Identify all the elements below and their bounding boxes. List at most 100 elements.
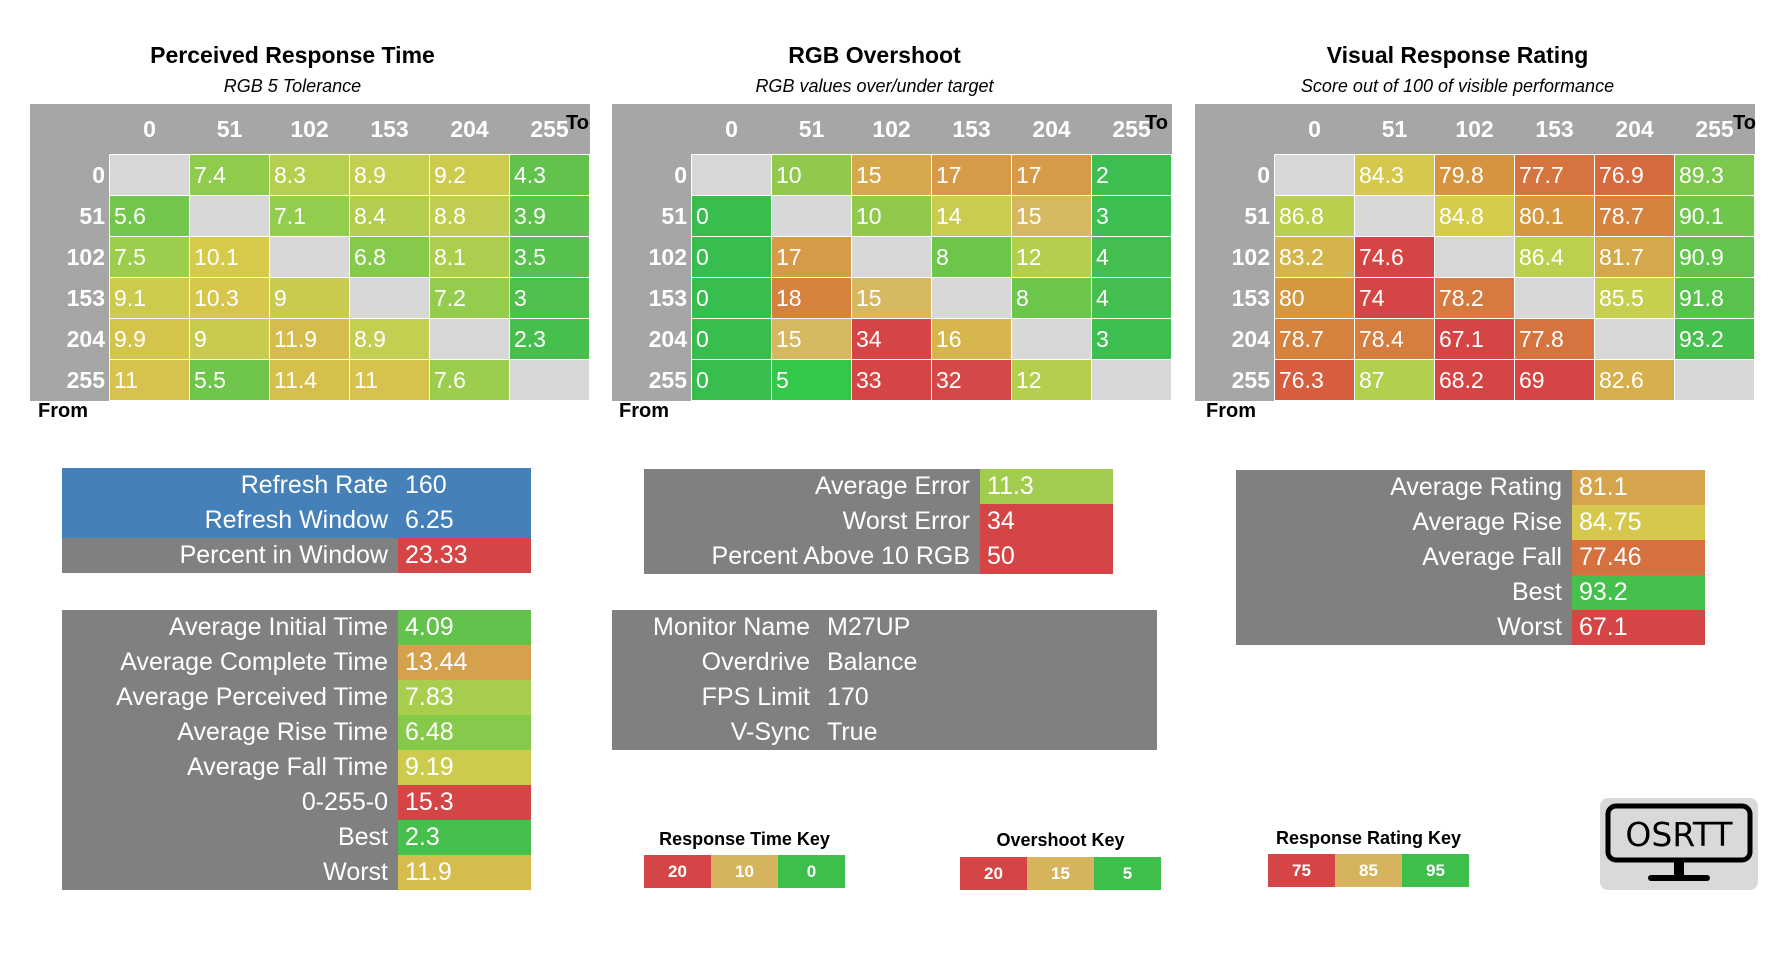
table-cell: 90.9 [1674, 236, 1755, 278]
column-header: 0 [691, 104, 772, 155]
table-cell: 3 [1091, 195, 1172, 237]
table-row: 102 83.2 74.6 86.4 81.7 90.9 [1195, 236, 1755, 278]
stat-label: Best [62, 820, 398, 855]
table-cell: 11 [349, 359, 430, 401]
row-header: 102 [612, 236, 692, 278]
table-row: 204 9.9 9 11.9 8.9 2.3 [30, 318, 590, 360]
key-title: Overshoot Key [996, 830, 1125, 850]
stat-value: 6.25 [398, 503, 531, 538]
row-header: 153 [612, 277, 692, 319]
column-header: 0 [109, 104, 190, 155]
table-cell: 0 [691, 195, 772, 237]
table-cell: 10.3 [189, 277, 270, 319]
table-title-overshoot: RGB Overshoot [788, 42, 961, 68]
column-header: 204 [429, 104, 510, 155]
stat-row: FPS Limit 170 [612, 680, 1157, 715]
table-row: 51 5.6 7.1 8.4 8.8 3.9 [30, 195, 590, 237]
table-cell: 12 [1011, 236, 1092, 278]
table-subtitle-overshoot: RGB values over/under target [755, 76, 994, 96]
ratings-table: Average Rating 81.1 Average Rise 84.75 Avera… [1236, 470, 1705, 645]
stat-row: Worst 67.1 [1236, 610, 1705, 645]
table-row: 51 86.8 84.8 80.1 78.7 90.1 [1195, 195, 1755, 237]
key-swatch: 15 [1027, 857, 1094, 890]
stat-row: 0-255-0 15.3 [62, 785, 531, 820]
response-time-matrix: 0 51 102 153 204 255 0 7.4 8.3 8.9 9.2 4.3 51 5.6 7.1 8… [30, 104, 590, 401]
table-cell: 34 [851, 318, 932, 360]
stat-label: Monitor Name [612, 610, 820, 645]
key-swatch: 85 [1335, 854, 1402, 887]
key-swatch: 20 [644, 855, 711, 888]
table-cell: 74.6 [1354, 236, 1435, 278]
overshoot-key: Overshoot Key 20 15 5 [960, 830, 1161, 890]
table-cell: 3.9 [509, 195, 590, 237]
stat-label: V-Sync [612, 715, 820, 750]
table-cell: 7.1 [269, 195, 350, 237]
row-header: 51 [612, 195, 692, 237]
stat-row: Refresh Rate 160 [62, 468, 531, 503]
stat-row: Worst Error 34 [644, 504, 1113, 539]
table-cell [851, 236, 932, 278]
osrtt-logo: OSRTT [1600, 798, 1758, 890]
corner-cell [1195, 104, 1275, 155]
table-cell: 86.8 [1274, 195, 1355, 237]
stat-label: Average Fall Time [62, 750, 398, 785]
stat-label: Worst [1236, 610, 1572, 645]
table-cell: 77.8 [1514, 318, 1595, 360]
table-cell: 7.5 [109, 236, 190, 278]
stat-value: 7.83 [398, 680, 531, 715]
stat-row: Best 2.3 [62, 820, 531, 855]
axis-to-label: To [1145, 112, 1168, 134]
table-cell: 78.7 [1594, 195, 1675, 237]
table-cell: 84.3 [1354, 154, 1435, 196]
table-cell [349, 277, 430, 319]
stat-label: Percent Above 10 RGB [644, 539, 980, 574]
stat-label: Best [1236, 575, 1572, 610]
stat-value: 160 [398, 468, 531, 503]
stat-value: 67.1 [1572, 610, 1705, 645]
table-cell: 9 [189, 318, 270, 360]
stat-label: Worst Error [644, 504, 980, 539]
axis-from-label: From [1206, 400, 1256, 422]
column-header: 153 [931, 104, 1012, 155]
table-cell: 10 [851, 195, 932, 237]
row-header: 0 [1195, 154, 1275, 196]
stat-row: Overdrive Balance [612, 645, 1157, 680]
table-cell: 8.9 [349, 318, 430, 360]
stat-label: Average Rise Time [62, 715, 398, 750]
key-swatch: 0 [778, 855, 845, 888]
table-cell: 87 [1354, 359, 1435, 401]
stat-label: Average Complete Time [62, 645, 398, 680]
key-title: Response Rating Key [1275, 828, 1462, 848]
table-cell: 11 [109, 359, 190, 401]
stat-row: Average Fall Time 9.19 [62, 750, 531, 785]
times-table: Average Initial Time 4.09 Average Complete… [62, 610, 531, 890]
row-header: 51 [30, 195, 110, 237]
stat-row: Average Error 11.3 [644, 469, 1113, 504]
table-cell: 90.1 [1674, 195, 1755, 237]
table-cell: 8.1 [429, 236, 510, 278]
table-cell [1091, 359, 1172, 401]
table-cell: 9.9 [109, 318, 190, 360]
table-cell: 11.4 [269, 359, 350, 401]
stat-label: Refresh Rate [62, 468, 398, 503]
table-row: 0 7.4 8.3 8.9 9.2 4.3 [30, 154, 590, 196]
table-cell: 15 [771, 318, 852, 360]
column-header: 255 [1674, 104, 1755, 155]
table-cell: 32 [931, 359, 1012, 401]
table-cell: 78.2 [1434, 277, 1515, 319]
header-row: 0 51 102 153 204 255 [30, 104, 590, 155]
stat-row: Average Rating 81.1 [1236, 470, 1705, 505]
key-swatch: 20 [960, 857, 1027, 890]
table-cell: 78.7 [1274, 318, 1355, 360]
table-cell: 14 [931, 195, 1012, 237]
table-cell: 80.1 [1514, 195, 1595, 237]
axis-to-label: To [1733, 112, 1756, 134]
column-header: 102 [1434, 104, 1515, 155]
row-header: 0 [612, 154, 692, 196]
column-header: 153 [1514, 104, 1595, 155]
table-cell [691, 154, 772, 196]
stat-label: Average Rating [1236, 470, 1572, 505]
table-cell: 3 [509, 277, 590, 319]
table-title-response-time: Perceived Response Time [150, 42, 435, 68]
stat-value: 4.09 [398, 610, 531, 645]
